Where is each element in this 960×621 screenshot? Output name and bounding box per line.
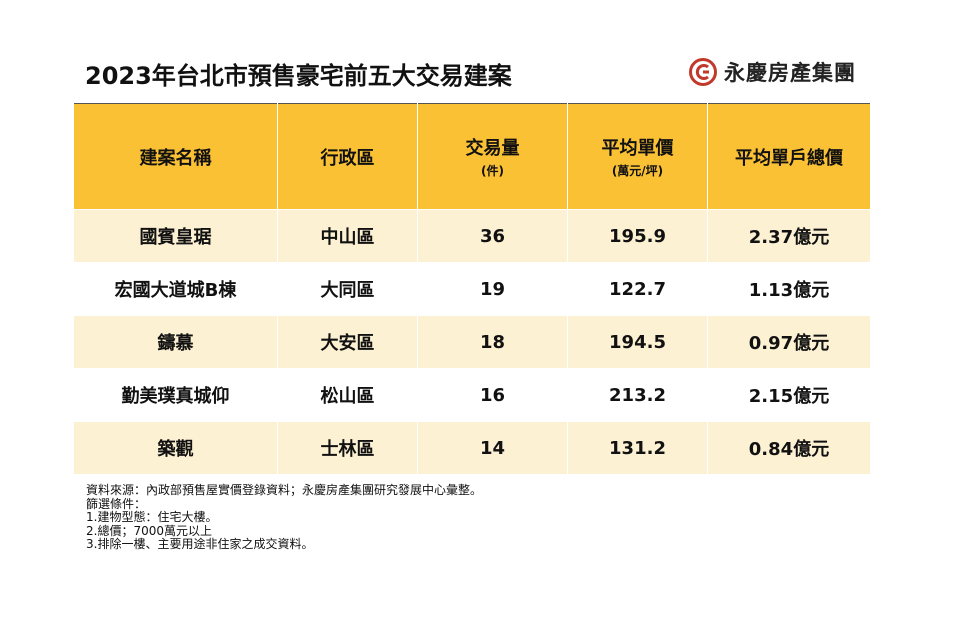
cell-project-name: 鑄慕: [73, 315, 278, 369]
cell-district: 松山區: [277, 368, 418, 422]
header-volume: 交易量 (件): [417, 103, 568, 210]
cell-project-name: 國賓皇琚: [73, 209, 278, 263]
footnotes: 資料來源：內政部預售屋實價登錄資料；永慶房產集團研究發展中心彙整。 篩選條件： …: [86, 483, 483, 552]
cell-volume: 36: [417, 209, 568, 263]
cell-avg-unit-price: 213.2: [567, 368, 708, 422]
cell-avg-total-price: 2.37億元: [707, 209, 871, 263]
cell-district: 中山區: [277, 209, 418, 263]
cell-district: 士林區: [277, 421, 418, 475]
yungching-logo-icon: [689, 58, 717, 86]
cell-project-name: 勤美璞真城仰: [73, 368, 278, 422]
table-row: 宏國大道城B棟 大同區 19 122.7 1.13億元: [73, 262, 871, 316]
footnote-criteria-heading: 篩選條件：: [86, 496, 147, 511]
cell-avg-total-price: 0.97億元: [707, 315, 871, 369]
table-row: 鑄慕 大安區 18 194.5 0.97億元: [73, 315, 871, 369]
brand: 永慶房產集團: [688, 56, 856, 88]
cell-volume: 19: [417, 262, 568, 316]
cell-avg-unit-price: 131.2: [567, 421, 708, 475]
cell-avg-total-price: 0.84億元: [707, 421, 871, 475]
cell-avg-unit-price: 195.9: [567, 209, 708, 263]
cell-avg-total-price: 2.15億元: [707, 368, 871, 422]
page-title: 2023年台北市預售豪宅前五大交易建案: [85, 62, 512, 90]
table-header-row: 建案名稱 行政區 交易量 (件) 平均單價 (萬元/坪) 平均單戶總價: [73, 103, 871, 210]
cell-volume: 18: [417, 315, 568, 369]
header-avg-unit-price-unit: (萬元/坪): [611, 164, 664, 178]
footnote-criteria-2: 2.總價；7000萬元以上: [86, 523, 212, 538]
table-row: 勤美璞真城仰 松山區 16 213.2 2.15億元: [73, 368, 871, 422]
brand-name: 永慶房產集團: [724, 61, 856, 85]
cell-avg-unit-price: 122.7: [567, 262, 708, 316]
cell-volume: 14: [417, 421, 568, 475]
footnote-source: 資料來源：內政部預售屋實價登錄資料；永慶房產集團研究發展中心彙整。: [86, 483, 483, 497]
cell-avg-total-price: 1.13億元: [707, 262, 871, 316]
cell-district: 大同區: [277, 262, 418, 316]
table-row: 築觀 士林區 14 131.2 0.84億元: [73, 421, 871, 475]
cell-project-name: 宏國大道城B棟: [73, 262, 278, 316]
header-project-name: 建案名稱: [73, 103, 278, 210]
header-volume-unit: (件): [481, 164, 504, 178]
transaction-table: 建案名稱 行政區 交易量 (件) 平均單價 (萬元/坪) 平均單戶總價 國賓皇琚 中…: [73, 103, 871, 475]
header-avg-unit-price: 平均單價 (萬元/坪): [567, 103, 708, 210]
header-district: 行政區: [277, 103, 418, 210]
cell-avg-unit-price: 194.5: [567, 315, 708, 369]
header-avg-total-price: 平均單戶總價: [707, 103, 871, 210]
cell-district: 大安區: [277, 315, 418, 369]
table-row: 國賓皇琚 中山區 36 195.9 2.37億元: [73, 209, 871, 263]
cell-volume: 16: [417, 368, 568, 422]
cell-project-name: 築觀: [73, 421, 278, 475]
footnote-criteria-3: 3.排除一樓、主要用途非住家之成交資料。: [86, 537, 314, 552]
footnote-criteria-1: 1.建物型態：住宅大樓。: [86, 510, 218, 525]
